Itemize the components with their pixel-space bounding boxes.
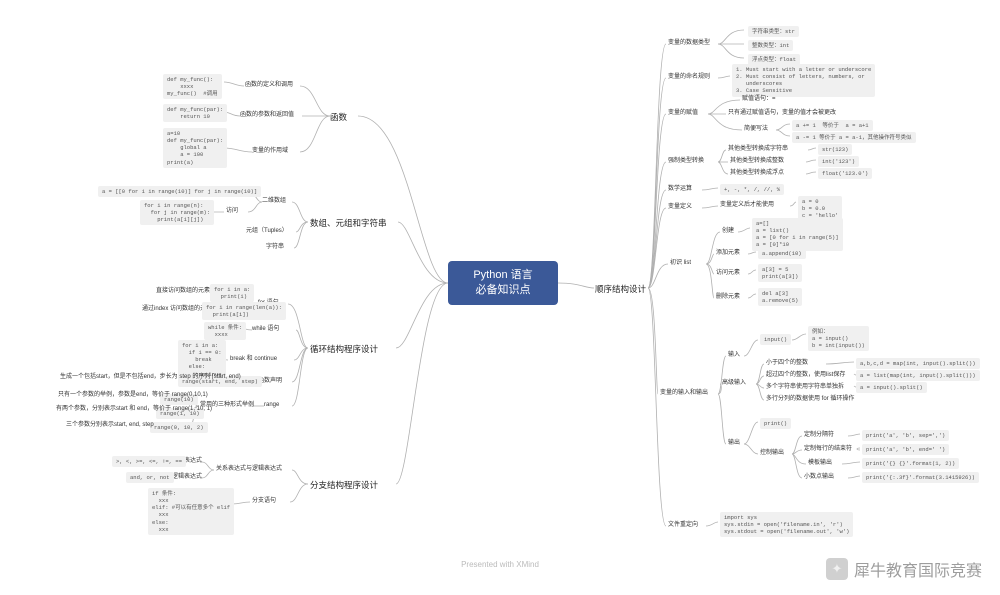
node-s7bc[interactable]: a.append(10) (758, 248, 806, 259)
node-br1b[interactable]: 逻辑表达式 (172, 474, 202, 482)
node-s1b[interactable]: 整数类型：int (748, 40, 793, 51)
node-s4[interactable]: 强制类型转换 (668, 158, 704, 166)
node-s7a[interactable]: 创建 (722, 228, 734, 236)
node-b_func[interactable]: 函数 (330, 112, 347, 123)
node-s8c2a[interactable]: 定制分隔符 (804, 432, 834, 440)
node-l5a3[interactable]: range(0, 10, 2) (150, 422, 208, 433)
node-s7d[interactable]: 删除元素 (716, 294, 740, 302)
node-s8c[interactable]: 输出 (728, 440, 740, 448)
node-s1a[interactable]: 字符串类型：str (748, 26, 799, 37)
node-s3[interactable]: 变量的赋值 (668, 110, 698, 118)
node-s6[interactable]: 变量定义 (668, 204, 692, 212)
node-s1[interactable]: 变量的数据类型 (668, 40, 710, 48)
node-s8ac1[interactable]: input() (760, 334, 791, 345)
node-s4c[interactable]: 其他类型转换成浮点 (730, 170, 784, 178)
node-a3[interactable]: 字符串 (266, 244, 284, 252)
node-l5t1[interactable]: 只有一个参数的举例，参数是end，等价于 range(0,10,1) (58, 392, 208, 400)
node-f3c[interactable]: a=10 def my_func(par): global a a = 100 … (163, 128, 227, 168)
node-s4b[interactable]: 其他类型转换成整数 (730, 158, 784, 166)
node-s9[interactable]: 文件重定向 (668, 522, 698, 530)
watermark: ✦ 犀牛教育国际竞赛 (826, 557, 982, 581)
center-line2: 必备知识点 (476, 283, 531, 298)
node-br1ac[interactable]: >, <, >=, <=, !=, == (112, 456, 186, 467)
node-a1b[interactable]: 访问 (226, 208, 238, 216)
node-l1a[interactable]: 直接访问数组的元素 (156, 288, 210, 296)
node-l5t2[interactable]: 有两个参数，分别表示start 和 end，等价于 range(1, 10, 1… (56, 406, 212, 414)
mindmap-canvas: Python 语言 必备知识点 函数数组、元组和字符串循环结构程序设计分支结构程… (0, 0, 1000, 595)
node-f1c[interactable]: def my_func(): xxxx my_func() #调用 (163, 74, 222, 99)
node-s8b3c[interactable]: a = input().split() (856, 382, 927, 393)
node-l2c[interactable]: while 条件: xxxx (204, 322, 246, 340)
node-s8c2c[interactable]: 模板输出 (808, 460, 832, 468)
node-s8b3[interactable]: 多个字符串使用字符串单独拆 (766, 384, 844, 392)
node-s4bc[interactable]: int('123') (818, 156, 859, 167)
node-br1[interactable]: 关系表达式与逻辑表达式 (216, 466, 282, 474)
node-s8c1[interactable]: print() (760, 418, 791, 429)
node-l2[interactable]: while 语句 (252, 326, 279, 334)
node-s7dc[interactable]: del a[3] a.remove(5) (758, 288, 802, 306)
center-topic[interactable]: Python 语言 必备知识点 (448, 261, 558, 305)
node-l5[interactable]: range (264, 402, 279, 410)
node-s8b[interactable]: 高级输入 (722, 380, 746, 388)
node-s8b4[interactable]: 多行分列的数据使用 for 循环操作 (766, 396, 854, 404)
watermark-text: 犀牛教育国际竞赛 (854, 557, 982, 581)
node-f2c[interactable]: def my_func(par): return 10 (163, 104, 227, 122)
node-s3c[interactable]: 简便写法 (744, 126, 768, 134)
node-b_loop[interactable]: 循环结构程序设计 (310, 344, 378, 355)
node-br1bc[interactable]: and, or, not (126, 472, 174, 483)
node-s8c2ac[interactable]: print('a', 'b', sep=',') (862, 430, 949, 441)
node-s3a[interactable]: 赋值语句：= (742, 96, 776, 104)
node-s8c2b[interactable]: 定制每行的结束符 (804, 446, 852, 454)
node-s8[interactable]: 变量的输入和输出 (660, 390, 708, 398)
node-s2[interactable]: 变量的命名规则 (668, 74, 710, 82)
node-s5[interactable]: 数学运算 (668, 186, 692, 194)
node-s8c2dc[interactable]: print('{:.3f}'.format(3.1415926)) (862, 472, 979, 483)
node-s8b2[interactable]: 超过四个的整数，使用list保存 (766, 372, 845, 380)
node-l4t[interactable]: 生成一个包括start，但是不包括end，步长为 step 的序列 [start… (60, 374, 241, 382)
node-l5t3[interactable]: 三个参数分别表示start, end, step (66, 422, 154, 430)
node-s7ac[interactable]: a=[] a = list() a = [0 for i in range(5)… (752, 218, 843, 251)
node-a1[interactable]: 二维数组 (262, 198, 286, 206)
node-br2[interactable]: 分支语句 (252, 498, 276, 506)
node-b_seq[interactable]: 顺序结构设计 (595, 284, 646, 295)
center-line1: Python 语言 (473, 268, 532, 283)
node-br2c[interactable]: if 条件: xxx elif: #可以有任意多个 elif xxx else:… (148, 488, 234, 535)
footer-credit: Presented with XMind (461, 560, 539, 569)
node-s5c[interactable]: +, -, *, /, //, % (720, 184, 784, 195)
node-s8b1c[interactable]: a,b,c,d = map(int, input().split()) (856, 358, 980, 369)
node-s3b[interactable]: 只有通过赋值语句，变量的值才会被更改 (728, 110, 836, 118)
node-s8b1[interactable]: 小于四个的整数 (766, 360, 808, 368)
node-s3c2[interactable]: a -= 1 等价于 a = a-1，其他操作符号类似 (792, 132, 916, 143)
node-s8ac1t[interactable]: 例如： a = input() b = int(input()) (808, 326, 869, 351)
node-f3[interactable]: 变量的作用域 (252, 148, 288, 156)
node-s8a[interactable]: 输入 (728, 352, 740, 360)
node-s8c2d[interactable]: 小数点输出 (804, 474, 834, 482)
node-s4cc[interactable]: float('123.0') (818, 168, 872, 179)
node-b_array[interactable]: 数组、元组和字符串 (310, 218, 387, 229)
node-s4a[interactable]: 其他类型转换成字符串 (728, 146, 788, 154)
node-s8b2c[interactable]: a = list(map(int, input().split())) (856, 370, 980, 381)
node-s3c1[interactable]: a += 1 等价于 a = a+1 (792, 120, 873, 131)
node-l1bc[interactable]: for i in range(len(a)): print(a[i]) (202, 302, 286, 320)
node-l1ac[interactable]: for i in a: print(i) (210, 284, 254, 302)
node-a1ac[interactable]: a = [[0 for i in range(10)] for j in ran… (98, 186, 261, 197)
node-s9c[interactable]: import sys sys.stdin = open('filename.in… (720, 512, 853, 537)
node-s2c[interactable]: 1. Must start with a letter or underscor… (732, 64, 875, 97)
node-a2[interactable]: 元组（Tuples） (246, 228, 288, 236)
wechat-icon: ✦ (826, 558, 848, 580)
node-f1[interactable]: 函数的定义和调用 (245, 82, 293, 90)
node-s6a[interactable]: 变量定义后才能使用 (720, 202, 774, 210)
node-s4ac[interactable]: str(123) (818, 144, 852, 155)
node-s7[interactable]: 初识 list (670, 260, 691, 268)
node-l3[interactable]: break 和 continue (230, 356, 277, 364)
node-s8c2cc[interactable]: print('{} {}'.format(1, 2)) (862, 458, 959, 469)
node-a1bc[interactable]: for i in range(n): for j in range(m): pr… (140, 200, 214, 225)
node-s7c[interactable]: 访问元素 (716, 270, 740, 278)
node-b_branch[interactable]: 分支结构程序设计 (310, 480, 378, 491)
node-f2[interactable]: 函数的参数和返回值 (240, 112, 294, 120)
node-s8c2[interactable]: 控制输出 (760, 450, 784, 458)
node-s7cc[interactable]: a[3] = 5 print(a[3]) (758, 264, 802, 282)
node-s7b[interactable]: 添加元素 (716, 250, 740, 258)
node-s8c2bc[interactable]: print('a', 'b', end=' ') (862, 444, 949, 455)
